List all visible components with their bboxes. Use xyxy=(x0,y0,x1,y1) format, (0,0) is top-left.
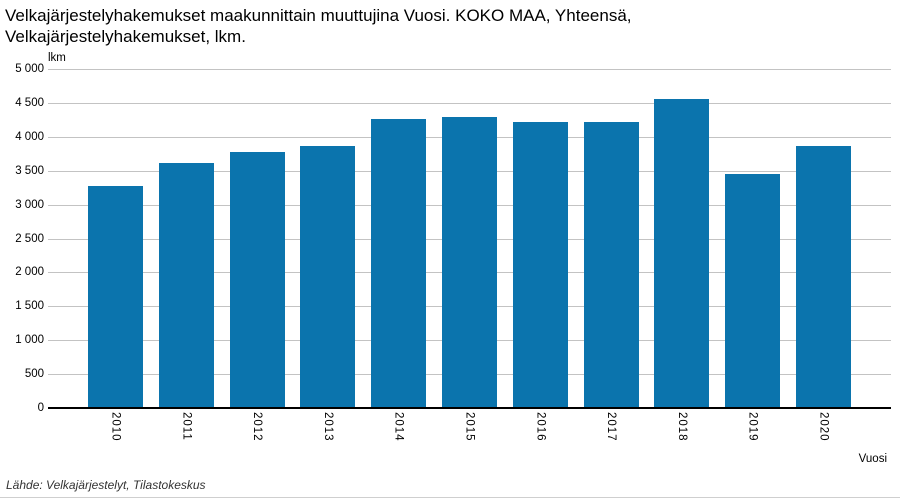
x-tick-2018: 2018 xyxy=(654,412,709,450)
y-tick-label-4500: 4 500 xyxy=(15,96,44,109)
source-note: Lähde: Velkajärjestelyt, Tilastokeskus xyxy=(6,478,206,492)
bar-2015 xyxy=(442,117,497,408)
x-tick-label-2017: 2017 xyxy=(605,412,618,442)
x-tick-label-2016: 2016 xyxy=(534,412,547,442)
x-tick-2011: 2011 xyxy=(159,412,214,450)
bar-2010 xyxy=(88,186,143,408)
y-axis-unit-label: lkm xyxy=(48,52,66,64)
bar-2020 xyxy=(796,145,851,408)
x-axis-line xyxy=(48,407,891,409)
x-tick-2020: 2020 xyxy=(796,412,851,450)
y-tick-label-1000: 1 000 xyxy=(15,334,44,347)
gridline-5000 xyxy=(48,69,891,70)
y-tick-label-1500: 1 500 xyxy=(15,300,44,313)
x-tick-2015: 2015 xyxy=(442,412,497,450)
plot-area xyxy=(48,69,891,409)
y-tick-label-3000: 3 000 xyxy=(15,198,44,211)
y-tick-label-0: 0 xyxy=(37,402,44,414)
x-tick-2012: 2012 xyxy=(230,412,285,450)
bar-2013 xyxy=(300,145,356,408)
bar-2016 xyxy=(512,121,568,408)
x-tick-2016: 2016 xyxy=(513,412,568,450)
x-tick-label-2011: 2011 xyxy=(180,412,193,441)
chart-title: Velkajärjestelyhakemukset maakunnittain … xyxy=(5,6,632,46)
x-tick-2019: 2019 xyxy=(725,412,780,450)
x-tick-2010: 2010 xyxy=(88,412,143,450)
x-tick-label-2012: 2012 xyxy=(251,412,264,442)
x-tick-label-2010: 2010 xyxy=(109,412,122,442)
y-tick-label-4000: 4 000 xyxy=(15,130,44,143)
y-tick-label-2500: 2 500 xyxy=(15,232,44,245)
x-tick-label-2019: 2019 xyxy=(746,412,759,442)
x-axis-title: Vuosi xyxy=(858,453,887,465)
bar-2011 xyxy=(158,162,214,408)
gridline-4500 xyxy=(48,102,891,104)
y-tick-label-3500: 3 500 xyxy=(15,164,44,177)
x-tick-2017: 2017 xyxy=(584,412,639,450)
bottom-divider xyxy=(0,497,900,498)
y-tick-label-500: 500 xyxy=(24,368,44,381)
bar-2017 xyxy=(583,121,639,408)
x-tick-label-2018: 2018 xyxy=(675,412,688,442)
y-tick-label-2000: 2 000 xyxy=(15,266,44,279)
x-tick-2013: 2013 xyxy=(300,412,355,450)
x-tick-label-2020: 2020 xyxy=(817,412,830,442)
bar-2014 xyxy=(371,119,427,408)
x-tick-label-2014: 2014 xyxy=(392,412,405,442)
x-tick-label-2013: 2013 xyxy=(321,412,334,442)
y-tick-label-5000: 5 000 xyxy=(15,63,44,75)
x-tick-label-2015: 2015 xyxy=(463,412,476,442)
x-tick-2014: 2014 xyxy=(371,412,426,450)
bar-2019 xyxy=(725,174,781,408)
bar-2018 xyxy=(654,98,710,408)
bar-2012 xyxy=(229,151,285,408)
